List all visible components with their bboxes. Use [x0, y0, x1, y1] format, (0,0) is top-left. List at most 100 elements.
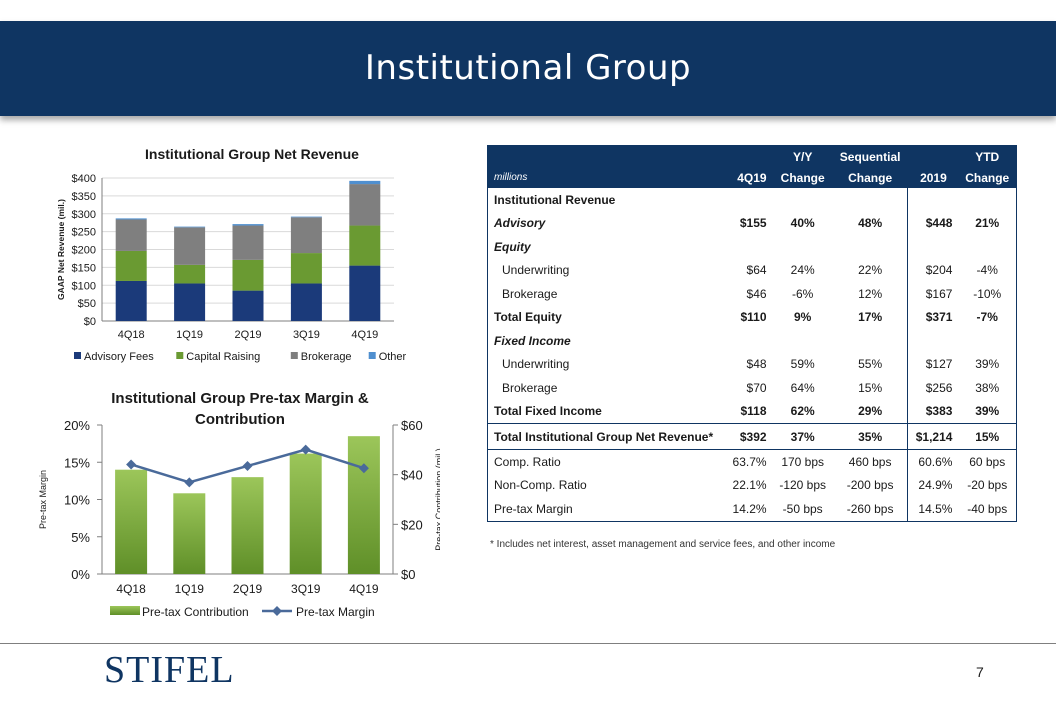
row-label-cell: Comp. Ratio [487, 449, 726, 474]
row-label-cell: Total Fixed Income [494, 404, 602, 419]
value-cell: 22.1% [732, 478, 767, 493]
margin-point [358, 463, 369, 474]
bar-segment [349, 184, 381, 226]
value-cell [833, 329, 908, 353]
value-cell [833, 235, 908, 259]
y-axis-right-label: Pre-tax Contribution (mil.) [434, 448, 440, 551]
row-label-cell: Equity [494, 239, 531, 254]
legend-label: Other [379, 351, 407, 363]
bar-segment [174, 264, 206, 284]
value-cell: 15% [958, 423, 1017, 450]
y-right-tick-label: $60 [401, 418, 423, 433]
margin-point [126, 459, 137, 470]
row-label-cell: Institutional Revenue [494, 192, 616, 207]
value-cell: 59% [790, 357, 815, 372]
chart-title-line: Contribution [195, 411, 285, 428]
value-cell [907, 235, 959, 259]
legend-swatch [176, 352, 184, 359]
value-cell: 37% [772, 423, 833, 450]
row-label-cell: Underwriting [502, 263, 570, 278]
value-cell: $371 [907, 305, 959, 329]
value-cell: $64 [746, 263, 767, 278]
header-cell: Y/Y [772, 145, 833, 167]
value-cell: 62% [790, 404, 815, 419]
header-cell [725, 145, 773, 167]
value-cell [725, 188, 772, 212]
header-cell: 2019 [907, 167, 959, 188]
value-cell: -6% [792, 286, 814, 301]
value-cell: 63.7% [725, 449, 773, 474]
value-cell [907, 188, 959, 212]
table-body: Institutional Revenue Advisory $155 40% 48% $… [487, 188, 1017, 521]
header-cell: YTD [958, 145, 1017, 167]
x-tick-label: 4Q18 [118, 329, 145, 341]
value-cell: -10% [973, 286, 1002, 301]
x-tick-label: 4Q19 [349, 582, 379, 596]
value-cell: $448 [907, 211, 959, 235]
footer-divider [0, 643, 1056, 644]
x-tick-label: 3Q19 [293, 329, 320, 341]
y-tick-label: $350 [72, 191, 96, 203]
bar-segment [290, 283, 322, 321]
value-cell: 64% [790, 380, 815, 395]
value-cell: 15% [858, 380, 883, 395]
pretax-margin-chart: Institutional Group Pre-tax Margin & Cont… [38, 390, 440, 619]
bar-segment [174, 226, 206, 228]
y-left-tick-label: 5% [71, 530, 90, 545]
row-label-cell: Underwriting [502, 357, 570, 372]
value-cell: 55% [858, 357, 883, 372]
value-cell: $70 [746, 380, 767, 395]
value-cell [958, 188, 1016, 212]
value-cell: 24% [790, 263, 815, 278]
bar-segment [290, 253, 322, 284]
table-row: Equity [488, 235, 1017, 259]
contribution-bar [115, 469, 148, 574]
value-cell: 39% [975, 404, 1000, 419]
x-tick-label: 4Q19 [351, 329, 378, 341]
value-cell [833, 188, 908, 212]
stifel-logo: STIFEL [104, 648, 235, 692]
legend-label: Advisory Fees [84, 351, 154, 363]
header-cell [487, 145, 726, 167]
y-tick-label: $0 [84, 316, 96, 328]
revenue-table-panel: Y/Y Sequential YTD millions 4Q19 Change … [487, 145, 1017, 522]
header-cell: Change [832, 167, 908, 188]
table-row: Total Fixed Income $118 62% 29% $383 39% [488, 399, 1017, 424]
y-right-tick-label: $40 [401, 468, 423, 483]
x-tick-label: 2Q19 [233, 582, 263, 596]
legend-swatch [368, 352, 376, 359]
value-cell: 24.9% [907, 473, 959, 497]
value-cell: 60 bps [958, 449, 1017, 474]
legend-label: Pre-tax Margin [296, 605, 375, 619]
legend-label: Brokerage [301, 351, 352, 363]
footnote: * Includes net interest, asset managemen… [490, 539, 836, 550]
value-cell [773, 188, 833, 212]
bar-segment [349, 265, 381, 321]
y-right-tick-label: $20 [401, 517, 423, 532]
value-cell [725, 329, 772, 353]
value-cell: 22% [858, 263, 883, 278]
value-cell: $127 [907, 352, 959, 376]
value-cell: $392 [725, 423, 773, 450]
value-cell: 170 bps [772, 449, 833, 474]
bar-segment [232, 290, 264, 321]
value-cell: 12% [858, 286, 883, 301]
table-header-row-top: Y/Y Sequential YTD [487, 145, 1017, 167]
value-cell: $204 [907, 258, 959, 282]
table-row: Advisory $155 40% 48% $448 21% [488, 211, 1017, 235]
value-cell: 40% [790, 216, 815, 231]
contribution-bar [289, 453, 322, 574]
y-left-tick-label: 0% [71, 567, 90, 582]
value-cell: $155 [739, 216, 767, 231]
header-cell: Sequential [832, 145, 908, 167]
header-cell: Change [772, 167, 833, 188]
x-tick-label: 2Q19 [235, 329, 262, 341]
value-cell: $383 [907, 399, 959, 424]
value-cell: 21% [975, 216, 1000, 231]
value-cell: -7% [976, 310, 998, 325]
bar-segment [349, 180, 381, 185]
y-axis-label: GAAP Net Revenue (mil.) [56, 199, 66, 300]
value-cell: 14.2% [732, 501, 767, 516]
header-cell: 4Q19 [725, 167, 773, 188]
y-right-tick-label: $0 [401, 567, 415, 582]
